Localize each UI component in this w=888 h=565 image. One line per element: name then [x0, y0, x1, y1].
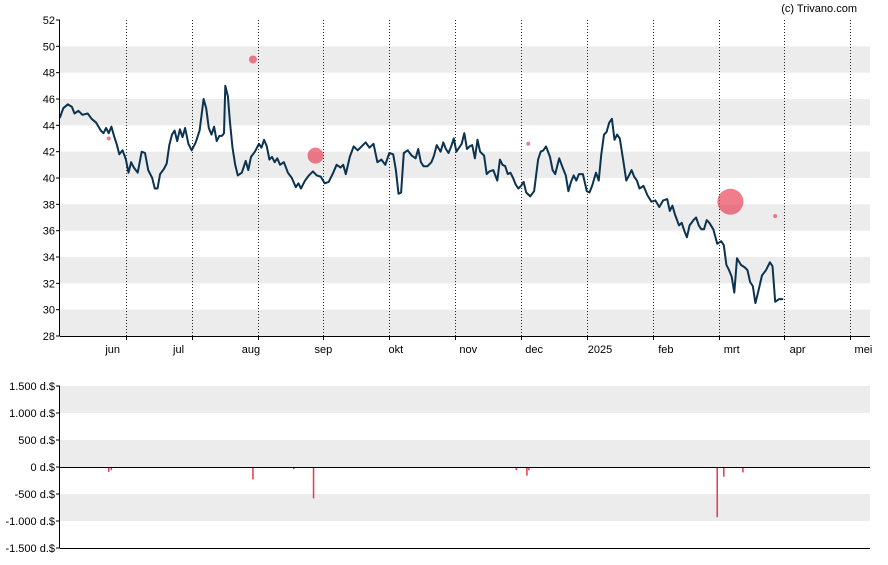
- event-markers: [106, 55, 778, 219]
- price-line: [59, 84, 784, 305]
- x-tick-label: jul: [172, 344, 184, 356]
- price-band: [60, 46, 870, 73]
- volume-y-tick-label: -1.000 d.$: [5, 516, 55, 528]
- event-marker: [106, 136, 111, 141]
- x-tick-label: jun: [104, 344, 120, 356]
- volume-y-tick-label: 1.500 d.$: [9, 381, 55, 393]
- y-tick-label: 48: [43, 68, 55, 80]
- x-tick-label: feb: [658, 344, 673, 356]
- volume-axes: 1.500 d.$ 1.000 d.$ 500 d.$ 0 d.$ -500 d.$ -1…: [5, 381, 870, 555]
- volume-bars: [60, 467, 870, 518]
- event-marker: [717, 188, 744, 215]
- x-tick-label: 2025: [588, 344, 612, 356]
- volume-band: [60, 386, 870, 413]
- y-tick-label: 50: [43, 41, 55, 53]
- volume-bar: [723, 467, 725, 477]
- y-tick-label: 28: [43, 331, 55, 343]
- price-panel-background: [60, 20, 870, 336]
- volume-bar: [528, 467, 530, 471]
- volume-y-tick-label: -500 d.$: [15, 489, 55, 501]
- event-marker: [307, 147, 324, 164]
- y-tick-label: 40: [43, 173, 55, 185]
- volume-bar: [252, 467, 254, 480]
- event-marker: [248, 55, 257, 64]
- price-band: [60, 204, 870, 231]
- volume-bar: [293, 467, 295, 470]
- x-tick-label: mrt: [724, 344, 740, 356]
- y-tick-label: 52: [43, 15, 55, 27]
- x-tick-label: dec: [525, 344, 543, 356]
- y-tick-label: 30: [43, 305, 55, 317]
- x-tick-label: okt: [389, 344, 404, 356]
- volume-bar: [110, 467, 113, 471]
- x-tick-label: sep: [315, 344, 333, 356]
- volume-band: [60, 440, 870, 467]
- event-marker: [773, 214, 778, 219]
- y-tick-label: 36: [43, 226, 55, 238]
- volume-bar: [515, 467, 518, 471]
- y-tick-label: 38: [43, 199, 55, 211]
- y-tick-label: 46: [43, 94, 55, 106]
- event-marker: [526, 141, 531, 146]
- y-tick-label: 32: [43, 278, 55, 290]
- y-tick-label: 44: [43, 120, 55, 132]
- volume-band: [60, 494, 870, 521]
- volume-y-tick-label: 500 d.$: [18, 435, 55, 447]
- price-band: [60, 99, 870, 126]
- price-series: [59, 84, 784, 305]
- x-tick-label: apr: [790, 344, 806, 356]
- volume-bar: [716, 467, 718, 518]
- volume-y-tick-label: 1.000 d.$: [9, 408, 55, 420]
- volume-bar: [312, 467, 315, 499]
- x-tick-label: mei: [855, 344, 873, 356]
- x-tick-label: nov: [459, 344, 477, 356]
- price-band: [60, 309, 870, 336]
- volume-bar: [742, 467, 744, 473]
- y-tick-label: 34: [43, 252, 55, 264]
- y-tick-label: 42: [43, 147, 55, 159]
- x-tick-label: aug: [242, 344, 260, 356]
- chart-credit: (c) Trivano.com: [781, 3, 857, 15]
- volume-bar: [526, 467, 528, 476]
- volume-y-tick-label: 0 d.$: [31, 462, 55, 474]
- price-band: [60, 151, 870, 178]
- volume-bar: [107, 467, 110, 472]
- price-axes: 28 30 32 34 36 38 40 42 44 46 48 50 52 jun jul aug sep ok…: [43, 15, 873, 356]
- volume-y-tick-label: -1.500 d.$: [5, 543, 55, 555]
